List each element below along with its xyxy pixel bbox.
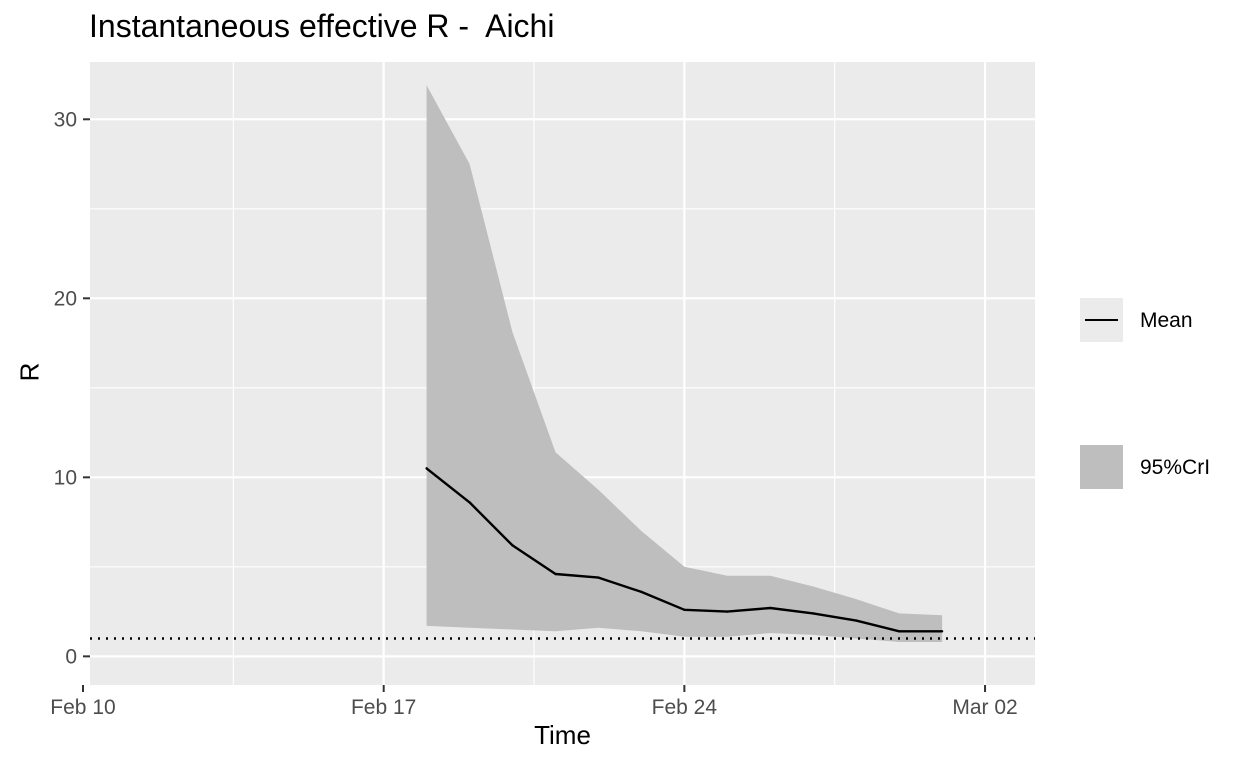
x-axis-title: Time: [534, 720, 591, 750]
x-tick-label: Feb 24: [652, 696, 718, 719]
mean-point: [854, 619, 858, 622]
grid-major: [81, 62, 1035, 685]
chart-title: Instantaneous effective R - Aichi: [89, 8, 555, 44]
mean-point: [468, 501, 471, 504]
x-tick-label: Feb 17: [351, 696, 416, 719]
mean-point: [597, 576, 600, 579]
legend-label-cri: 95%CrI: [1140, 456, 1211, 479]
x-axis: Feb 10 Feb 17 Feb 24 Mar 02: [50, 685, 1018, 719]
x-tick-label: Mar 02: [952, 696, 1017, 719]
y-tick-label: 0: [65, 645, 77, 668]
legend-key-cri: [1080, 445, 1123, 489]
mean-points: [425, 467, 944, 633]
mean-point: [554, 572, 557, 576]
grid-minor: [90, 62, 1035, 685]
mean-point: [425, 467, 428, 470]
credible-interval-band: [426, 85, 943, 643]
y-tick-label: 10: [54, 466, 77, 489]
mean-point: [897, 630, 901, 633]
mean-point: [640, 590, 643, 594]
y-axis-title: R: [14, 362, 45, 382]
y-tick-label: 20: [54, 287, 77, 310]
x-tick-label: Feb 10: [50, 696, 115, 719]
legend-item-mean: Mean: [1080, 298, 1248, 342]
mean-point: [812, 612, 815, 615]
mean-point: [726, 610, 729, 613]
y-axis: 0 10 20 30: [54, 108, 90, 668]
y-tick-label: 30: [54, 108, 77, 131]
legend-item-cri: 95%CrI: [1080, 445, 1248, 489]
legend-label-mean: Mean: [1140, 309, 1193, 332]
mean-point: [769, 606, 772, 610]
mean-point: [683, 608, 686, 612]
mean-point: [940, 630, 944, 633]
mean-point: [511, 544, 514, 547]
legend-key-mean: [1080, 298, 1123, 342]
